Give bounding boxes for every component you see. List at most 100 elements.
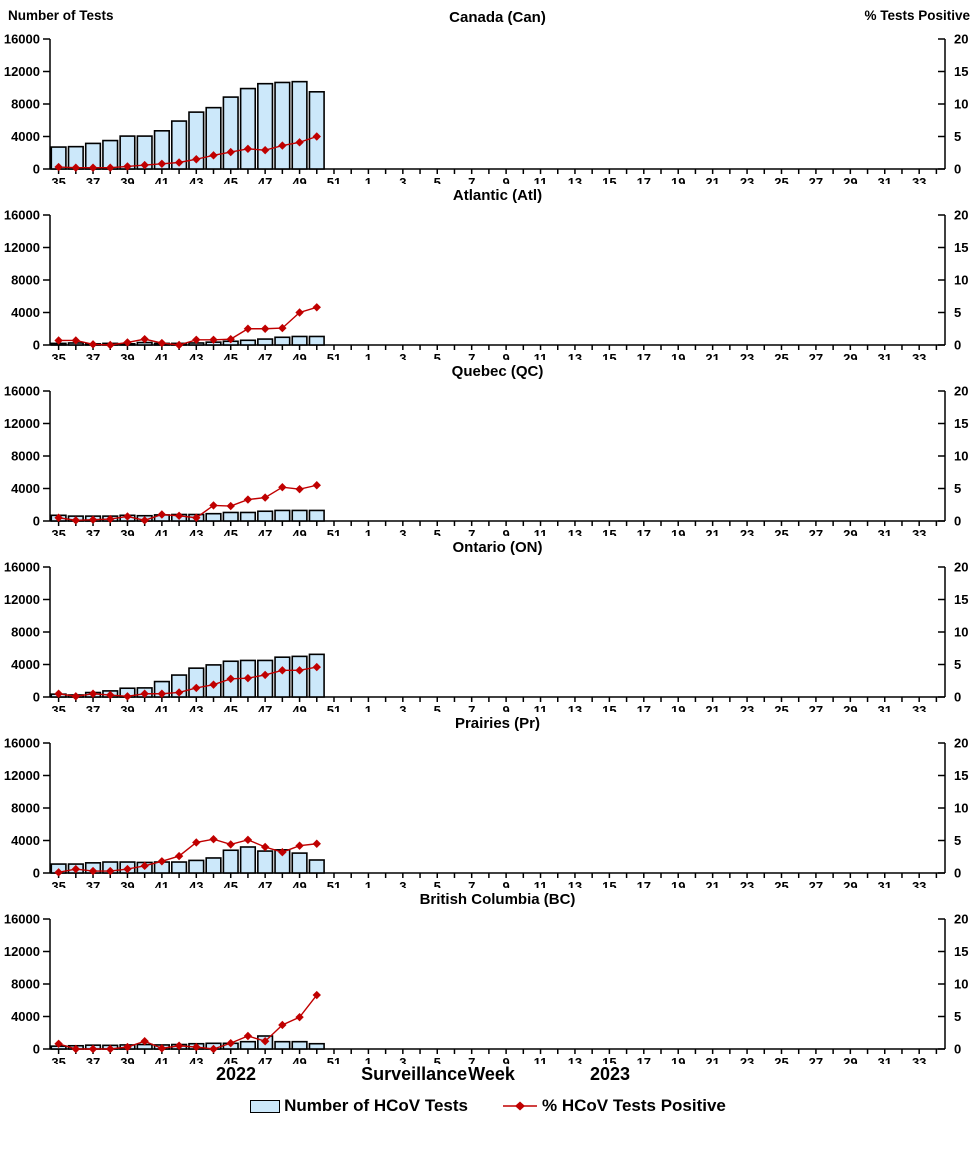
svg-text:12000: 12000	[4, 416, 40, 431]
svg-text:3: 3	[399, 1055, 406, 1064]
svg-text:21: 21	[705, 527, 719, 536]
legend-line-marker-icon	[502, 1101, 537, 1111]
svg-text:17: 17	[637, 527, 651, 536]
svg-text:20: 20	[954, 736, 968, 751]
svg-text:23: 23	[740, 879, 754, 888]
svg-text:9: 9	[502, 175, 509, 184]
svg-text:27: 27	[809, 879, 823, 888]
panel-quebec: Quebec (QC) 0 4000 8000 12000 16000 0 5 10 15 20 3…	[0, 360, 976, 536]
svg-text:35: 35	[51, 1055, 65, 1064]
svg-text:27: 27	[809, 175, 823, 184]
year-label-2022: 2022	[215, 1064, 257, 1084]
svg-text:12000: 12000	[4, 64, 40, 79]
svg-text:25: 25	[774, 351, 788, 360]
svg-text:7: 7	[468, 703, 475, 712]
svg-text:31: 31	[878, 527, 892, 536]
svg-text:17: 17	[637, 703, 651, 712]
svg-text:11: 11	[534, 175, 548, 184]
svg-text:29: 29	[843, 879, 857, 888]
panel-canada-header: Number of Tests Canada (Can) % Tests Pos…	[0, 6, 976, 32]
svg-text:12000: 12000	[4, 944, 40, 959]
svg-text:4000: 4000	[11, 657, 40, 672]
svg-text:20: 20	[954, 912, 968, 927]
svg-text:8000: 8000	[11, 449, 40, 464]
svg-text:15: 15	[954, 416, 968, 431]
svg-text:45: 45	[223, 351, 237, 360]
axes	[43, 214, 946, 350]
svg-text:19: 19	[671, 879, 685, 888]
svg-text:0: 0	[954, 690, 961, 705]
svg-text:51: 51	[327, 175, 341, 184]
legend-item-pct-positive: % HCoV Tests Positive	[502, 1096, 726, 1116]
svg-text:51: 51	[327, 879, 341, 888]
svg-text:15: 15	[602, 879, 616, 888]
chart-legend: Number of HCoV Tests % HCoV Tests Positi…	[0, 1090, 976, 1122]
svg-text:27: 27	[809, 527, 823, 536]
svg-text:4000: 4000	[11, 129, 40, 144]
svg-text:5: 5	[954, 481, 961, 496]
svg-text:0: 0	[33, 338, 40, 353]
svg-text:47: 47	[258, 351, 272, 360]
svg-text:47: 47	[258, 527, 272, 536]
svg-text:10: 10	[954, 449, 968, 464]
svg-text:33: 33	[912, 703, 926, 712]
svg-text:20: 20	[954, 384, 968, 399]
svg-text:49: 49	[292, 527, 306, 536]
svg-text:0: 0	[33, 866, 40, 881]
svg-text:3: 3	[399, 703, 406, 712]
line-pct-positive	[54, 303, 321, 350]
svg-text:9: 9	[502, 1055, 509, 1064]
svg-text:39: 39	[120, 527, 134, 536]
panel-atlantic: Atlantic (Atl) 0 4000 8000 12000 16000 0 5 10 15…	[0, 184, 976, 360]
svg-text:16000: 16000	[4, 208, 40, 223]
svg-text:49: 49	[292, 1055, 306, 1064]
svg-text:0: 0	[33, 1042, 40, 1057]
panel-british-columbia-header: British Columbia (BC)	[0, 888, 976, 912]
svg-text:17: 17	[637, 879, 651, 888]
svg-text:11: 11	[534, 351, 548, 360]
svg-text:51: 51	[327, 351, 341, 360]
svg-text:0: 0	[954, 162, 961, 177]
svg-text:19: 19	[671, 351, 685, 360]
svg-text:37: 37	[86, 527, 100, 536]
svg-text:47: 47	[258, 703, 272, 712]
svg-text:43: 43	[189, 703, 203, 712]
axes	[43, 918, 946, 1054]
svg-text:13: 13	[568, 351, 582, 360]
svg-text:12000: 12000	[4, 240, 40, 255]
svg-text:4000: 4000	[11, 833, 40, 848]
svg-text:47: 47	[258, 879, 272, 888]
svg-text:31: 31	[878, 703, 892, 712]
svg-text:15: 15	[602, 351, 616, 360]
svg-text:27: 27	[809, 703, 823, 712]
svg-text:35: 35	[51, 879, 65, 888]
svg-text:11: 11	[534, 527, 548, 536]
svg-text:37: 37	[86, 1055, 100, 1064]
svg-text:15: 15	[602, 703, 616, 712]
svg-text:29: 29	[843, 1055, 857, 1064]
svg-text:19: 19	[671, 175, 685, 184]
panel-ontario-title: Ontario (ON)	[452, 539, 543, 556]
svg-text:35: 35	[51, 527, 65, 536]
svg-text:11: 11	[534, 703, 548, 712]
svg-text:15: 15	[954, 240, 968, 255]
svg-text:47: 47	[258, 175, 272, 184]
svg-text:10: 10	[954, 97, 968, 112]
svg-text:20: 20	[954, 32, 968, 47]
panel-quebec-header: Quebec (QC)	[0, 360, 976, 384]
svg-text:0: 0	[33, 514, 40, 529]
svg-text:5: 5	[954, 305, 961, 320]
svg-text:20: 20	[954, 208, 968, 223]
svg-text:10: 10	[954, 801, 968, 816]
svg-text:5: 5	[434, 175, 441, 184]
panel-british-columbia-title: British Columbia (BC)	[419, 891, 576, 908]
line-pct-positive	[54, 132, 321, 172]
svg-text:5: 5	[434, 351, 441, 360]
